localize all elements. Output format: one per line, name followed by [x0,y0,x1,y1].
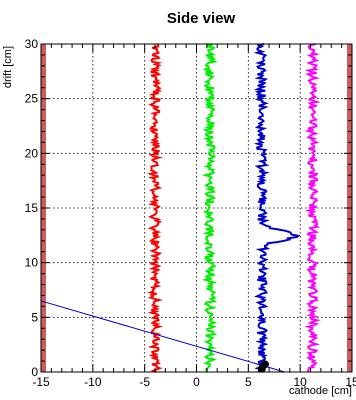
x-tick-label: 10 [293,375,307,389]
y-tick-label: 25 [25,92,39,106]
x-tick-label: 0 [193,375,200,389]
x-tick-label: -10 [84,375,102,389]
y-tick-label: 0 [31,365,38,379]
y-tick-label: 10 [25,256,39,270]
x-tick-label: 15 [345,375,356,389]
data-point-2 [257,364,266,373]
y-tick-label: 5 [31,310,38,324]
track-line-layer [40,300,285,373]
y-tick-label: 15 [25,201,39,215]
waveform-1 [147,43,164,373]
chart-title: Side view [167,10,236,27]
y-axis-label: drift [cm] [2,46,14,88]
tick-labels: -15 -10 -5 0 5 10 15 0 5 10 15 20 25 30 [25,37,356,389]
x-axis-label: cathode [cm] [289,385,352,397]
x-tick-label: -15 [32,375,50,389]
y-tick-label: 30 [25,37,39,51]
points-layer [257,360,269,373]
waveform-3 [253,43,301,373]
waveform-series [147,43,321,373]
axis-ticks [40,43,353,373]
x-tick-label: 5 [245,375,252,389]
grid-lines [41,44,352,372]
waveform-4 [304,43,321,373]
y-tick-label: 20 [25,146,39,160]
waveform-2 [201,43,219,373]
x-tick-label: -5 [139,375,150,389]
track-line [40,300,285,373]
